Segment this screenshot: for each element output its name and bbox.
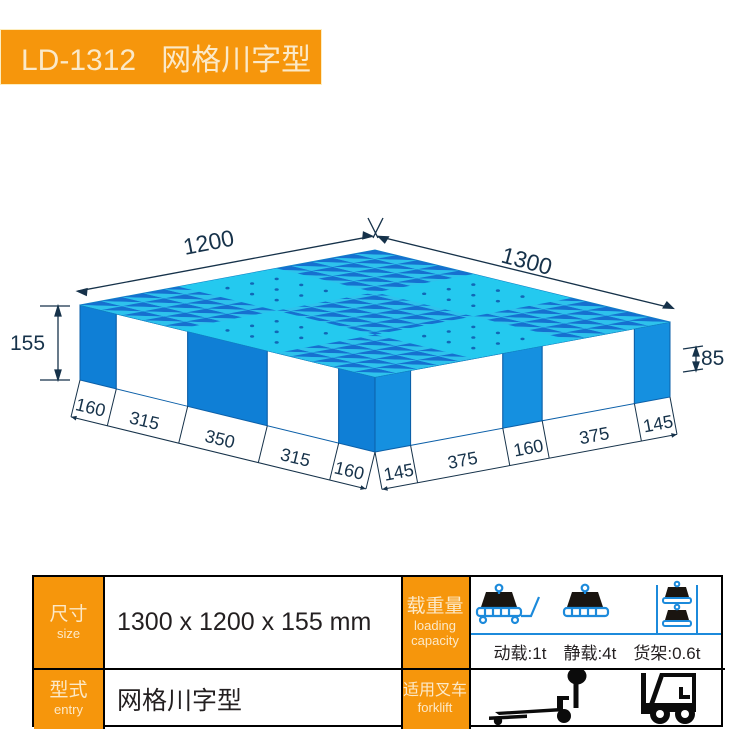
svg-text:350: 350	[203, 426, 237, 453]
svg-text:315: 315	[278, 444, 312, 471]
svg-text:85: 85	[701, 347, 724, 370]
svg-text:315: 315	[127, 407, 161, 434]
svg-text:160: 160	[512, 435, 545, 460]
svg-text:160: 160	[74, 394, 108, 421]
svg-text:145: 145	[382, 460, 415, 485]
svg-text:375: 375	[446, 448, 479, 473]
svg-text:145: 145	[641, 411, 674, 436]
svg-text:375: 375	[578, 423, 611, 448]
svg-text:160: 160	[332, 457, 366, 484]
svg-text:1200: 1200	[181, 225, 236, 260]
svg-text:155: 155	[10, 332, 45, 355]
svg-text:1300: 1300	[499, 242, 555, 280]
